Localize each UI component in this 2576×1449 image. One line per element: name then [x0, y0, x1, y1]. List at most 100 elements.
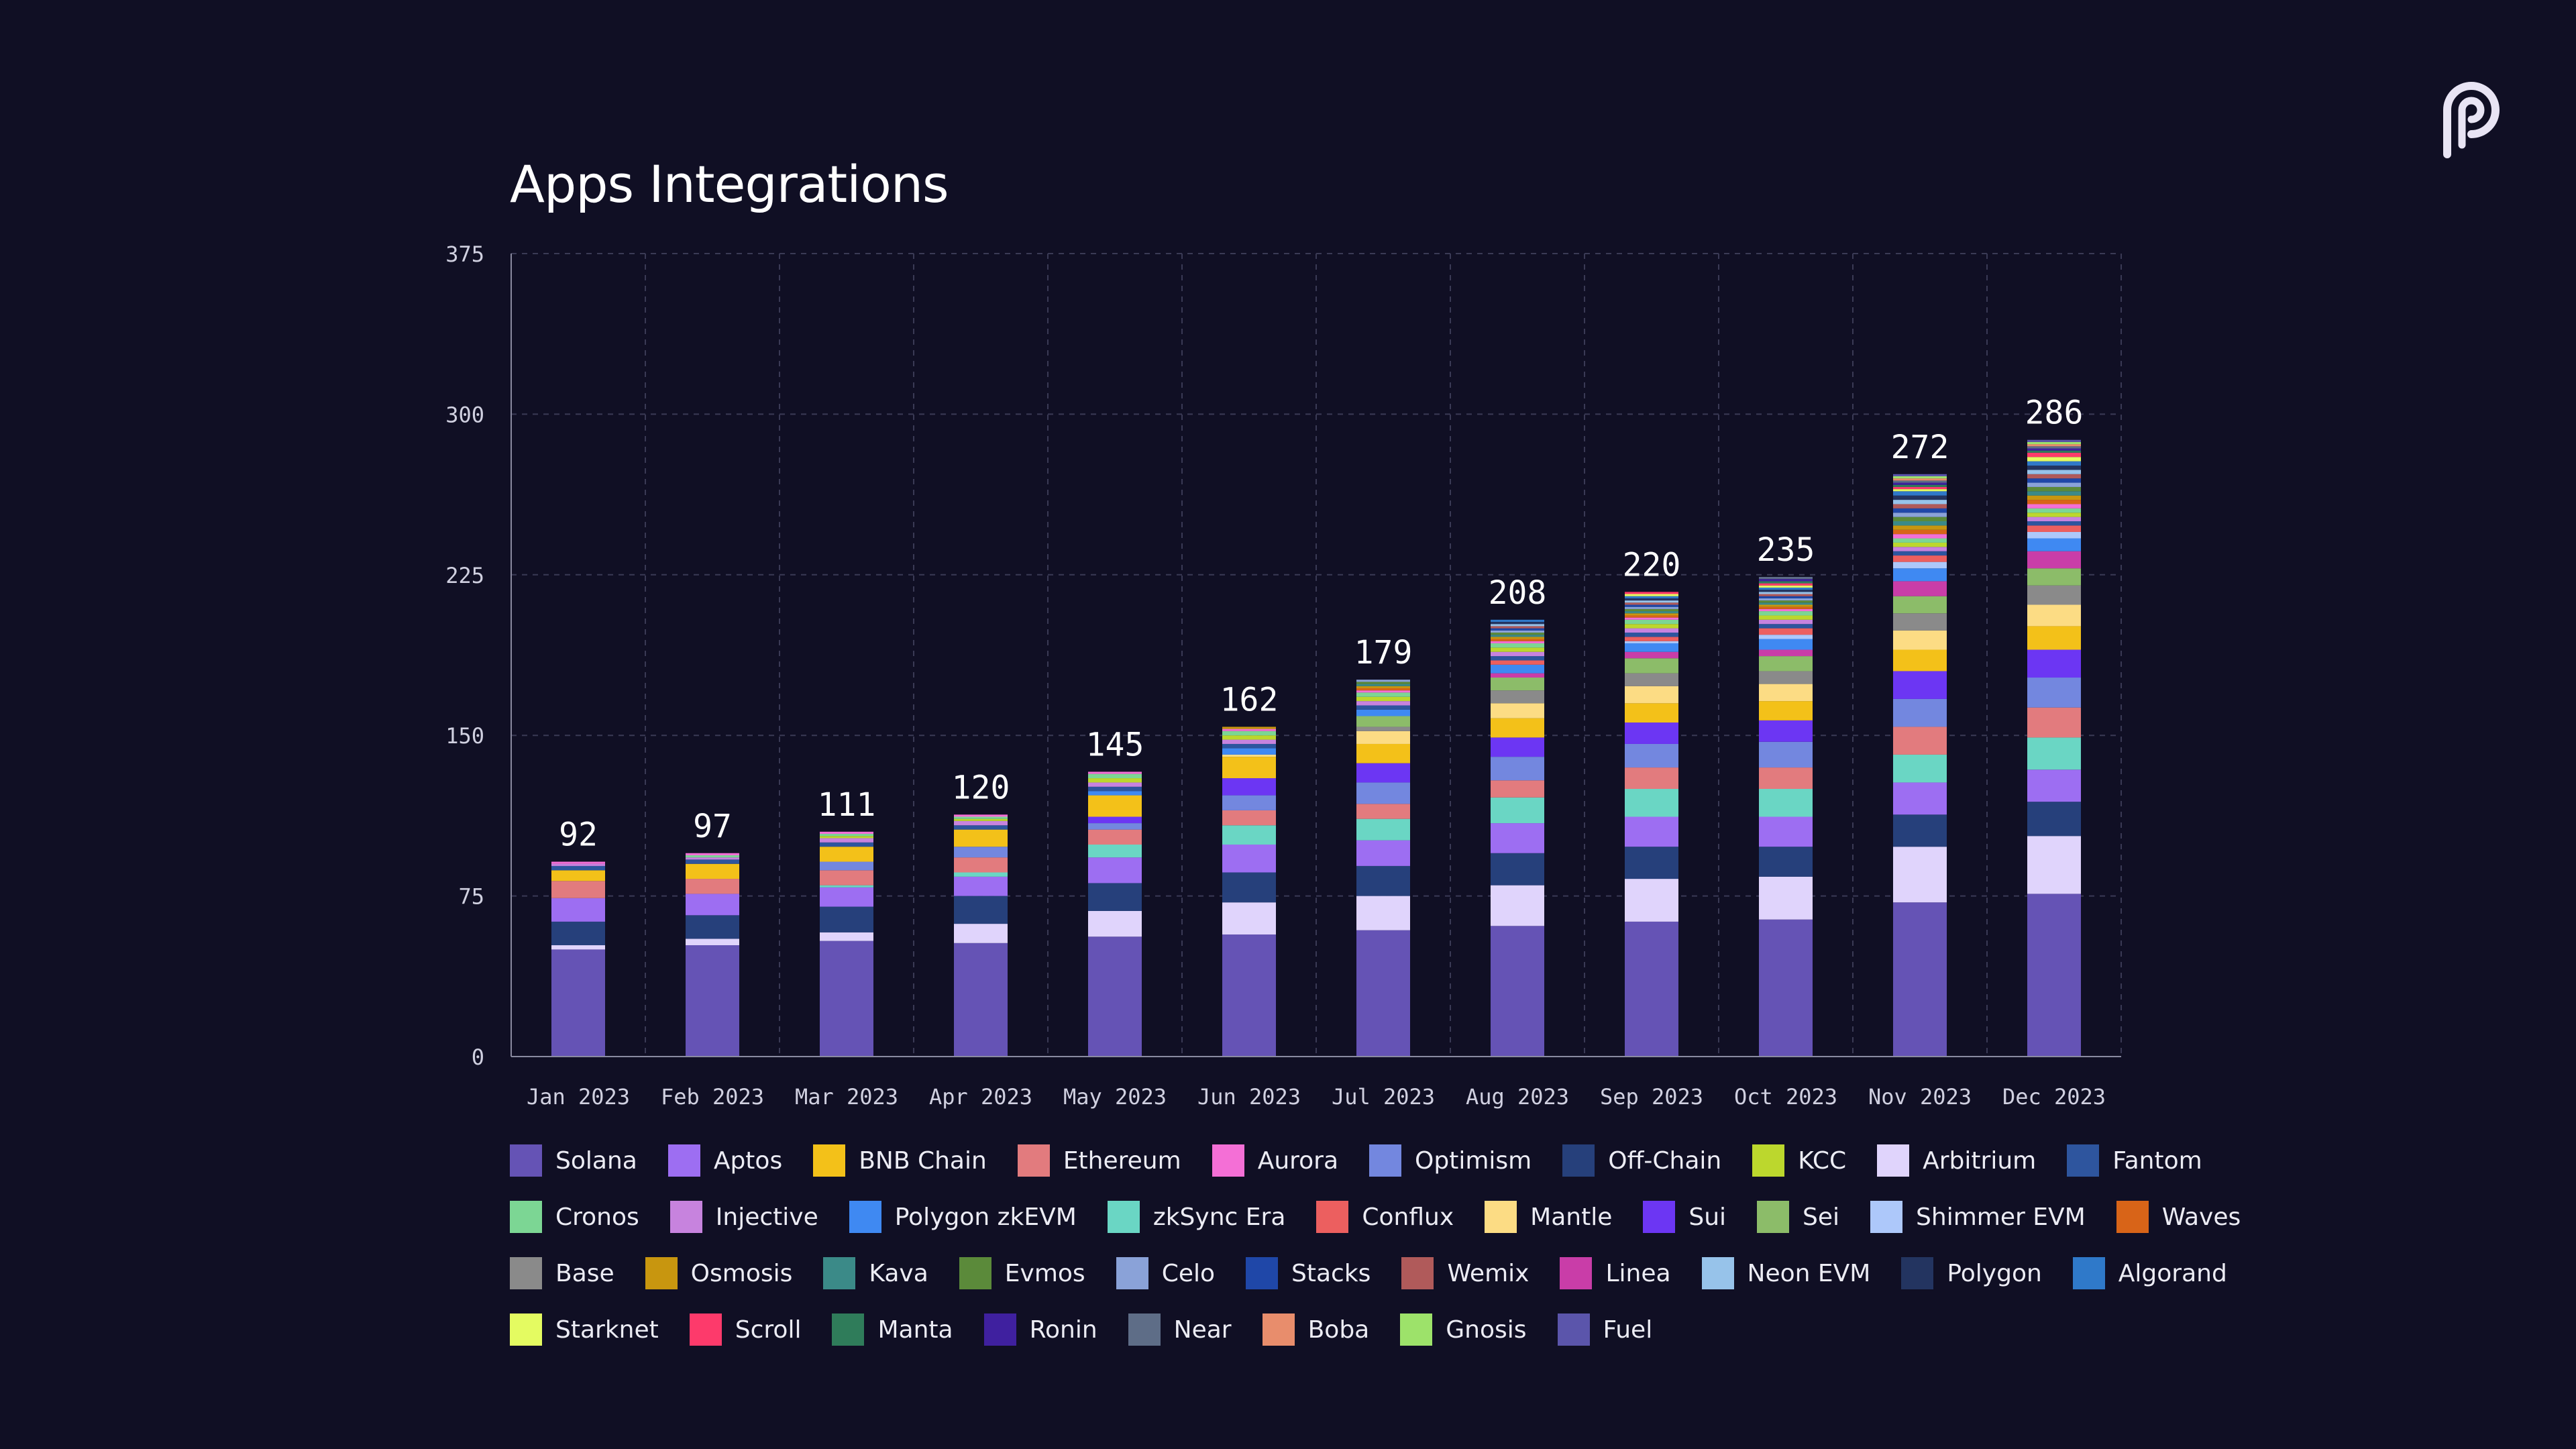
bar-segment — [2027, 504, 2081, 508]
bar-segment — [1491, 647, 1544, 652]
legend-swatch — [1560, 1257, 1593, 1289]
legend-item: Gnosis — [1400, 1313, 1527, 1346]
bar-segment — [820, 838, 873, 843]
legend-label: Sui — [1688, 1203, 1727, 1231]
bar-segment — [1088, 936, 1142, 1057]
bar-segment — [1491, 757, 1544, 781]
bar-segment — [1356, 692, 1410, 697]
legend-swatch — [510, 1144, 542, 1177]
legend-row: Cronos Injective Polygon zkEVM zkSync Era Co… — [510, 1189, 2241, 1245]
legend-swatch — [983, 1313, 1016, 1346]
x-tick-label: Sep 2023 — [1600, 1084, 1703, 1110]
bar-segment — [954, 825, 1008, 830]
bar-segment — [1491, 624, 1544, 627]
bar-segment — [1088, 857, 1142, 883]
legend-item: Conflux — [1316, 1201, 1454, 1233]
bar-segment — [2027, 439, 2081, 442]
bar-segment — [1893, 613, 1947, 631]
bar-segment — [1088, 883, 1142, 911]
legend-item: Off-Chain — [1562, 1144, 1721, 1177]
legend-swatch — [823, 1257, 856, 1289]
bar-segment — [2027, 461, 2081, 466]
legend-swatch — [1369, 1144, 1402, 1177]
bar-segment — [1356, 680, 1410, 682]
bar-segment — [1491, 823, 1544, 853]
legend-item: Optimism — [1369, 1144, 1532, 1177]
legend-swatch — [1557, 1313, 1590, 1346]
bar-segment — [1759, 656, 1813, 672]
bar-segment — [1759, 608, 1813, 612]
bar-segment — [2027, 769, 2081, 802]
legend-label: Injective — [715, 1203, 818, 1231]
legend-item: Mantle — [1485, 1201, 1612, 1233]
legend-label: Polygon zkEVM — [894, 1203, 1077, 1231]
bar-segment — [1893, 513, 1947, 517]
bar-segment — [1625, 615, 1678, 618]
legend-label: Arbitrium — [1923, 1146, 2037, 1175]
bar-segment — [1491, 885, 1544, 926]
legend-item: Shimmer EVM — [1870, 1201, 2086, 1233]
bar-segment — [2027, 894, 2081, 1057]
bar-segment — [820, 842, 873, 847]
bar-segment — [1491, 635, 1544, 637]
legend-swatch — [1107, 1201, 1140, 1233]
bar-segment — [2027, 802, 2081, 837]
bar-segment — [1222, 743, 1276, 749]
legend-swatch — [645, 1257, 678, 1289]
bar-segment — [1625, 600, 1678, 603]
bar-segment — [1088, 778, 1142, 783]
bar-segment — [2027, 452, 2081, 458]
bar-segment — [1356, 930, 1410, 1057]
bar-segment — [1625, 651, 1678, 659]
bar-segment — [2027, 538, 2081, 551]
bar-segment — [1625, 641, 1678, 643]
y-tick-label: 0 — [472, 1044, 484, 1070]
bar-segment — [1625, 686, 1678, 704]
bar-segment — [686, 915, 739, 939]
legend-label: Manta — [877, 1316, 953, 1344]
legend-label: Algorand — [2118, 1259, 2227, 1287]
bar-segment — [1893, 596, 1947, 614]
bar-segment — [2027, 521, 2081, 526]
bar-segment — [1625, 847, 1678, 879]
bar-segment — [1893, 754, 1947, 783]
legend-label: Ethereum — [1063, 1146, 1181, 1175]
bar-segment — [1491, 718, 1544, 738]
bar-segment — [1893, 538, 1947, 543]
bar-segment — [1893, 517, 1947, 521]
bar-stack — [1356, 680, 1410, 1057]
bar-segment — [2027, 604, 2081, 627]
bar-segment — [820, 885, 873, 888]
legend-label: Mantle — [1530, 1203, 1613, 1231]
bar-segment — [2027, 525, 2081, 532]
bar-segment — [1759, 649, 1813, 657]
bar-segment — [1893, 568, 1947, 582]
legend-label: zkSync Era — [1152, 1203, 1286, 1231]
bar-total-label: 145 — [1086, 726, 1144, 763]
legend-swatch — [1017, 1144, 1050, 1177]
legend-label: Conflux — [1362, 1203, 1454, 1231]
legend-label: Shimmer EVM — [1916, 1203, 2086, 1231]
bar-segment — [2027, 513, 2081, 517]
legend-item: Boba — [1262, 1313, 1369, 1346]
legend-swatch — [1116, 1257, 1148, 1289]
bar-segment — [1222, 739, 1276, 744]
bar-segment — [1759, 741, 1813, 768]
bar-segment — [1893, 484, 1947, 487]
y-tick-label: 375 — [445, 241, 484, 267]
bar-segment — [1491, 637, 1544, 639]
x-tick-label: Jul 2023 — [1332, 1084, 1435, 1110]
legend-item: Ronin — [983, 1313, 1097, 1346]
bar-segment — [1625, 722, 1678, 744]
x-tick-label: Apr 2023 — [929, 1084, 1032, 1110]
legend-swatch — [2067, 1144, 2100, 1177]
legend-item: Scroll — [689, 1313, 801, 1346]
legend-label: Osmosis — [690, 1259, 793, 1287]
x-tick-label: Feb 2023 — [661, 1084, 764, 1110]
legend-swatch — [813, 1144, 846, 1177]
bar-total-label: 111 — [818, 786, 876, 824]
bar-segment — [1356, 682, 1410, 684]
bar-segment — [1625, 608, 1678, 612]
bar-segment — [1625, 598, 1678, 601]
bar-segment — [1356, 705, 1410, 710]
